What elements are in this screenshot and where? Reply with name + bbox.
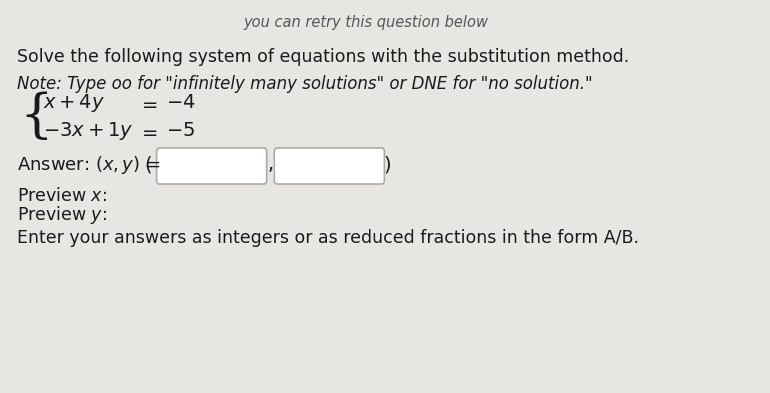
- Text: $x + 4y$: $x + 4y$: [42, 92, 105, 114]
- Text: Note: Type oo for "infinitely many solutions" or DNE for "no solution.": Note: Type oo for "infinitely many solut…: [17, 75, 593, 93]
- Text: $=$: $=$: [138, 121, 158, 141]
- Text: Answer: $(x, y)$ =: Answer: $(x, y)$ =: [17, 154, 162, 176]
- Text: Enter your answers as integers or as reduced fractions in the form A/B.: Enter your answers as integers or as red…: [17, 229, 639, 247]
- Text: $-3x + 1y$: $-3x + 1y$: [42, 120, 133, 142]
- FancyBboxPatch shape: [156, 148, 266, 184]
- Text: Solve the following system of equations with the substitution method.: Solve the following system of equations …: [17, 48, 629, 66]
- Text: $-5$: $-5$: [166, 121, 195, 141]
- Text: $=$: $=$: [138, 94, 158, 112]
- Text: ): ): [383, 156, 391, 174]
- Text: (: (: [144, 156, 152, 174]
- Text: Preview $x$:: Preview $x$:: [17, 187, 107, 205]
- Text: you can retry this question below: you can retry this question below: [243, 15, 488, 30]
- Text: Preview $y$:: Preview $y$:: [17, 204, 107, 226]
- Text: $-4$: $-4$: [166, 94, 196, 112]
- Text: {: {: [19, 92, 52, 143]
- Text: ,: ,: [268, 156, 274, 174]
- FancyBboxPatch shape: [274, 148, 384, 184]
